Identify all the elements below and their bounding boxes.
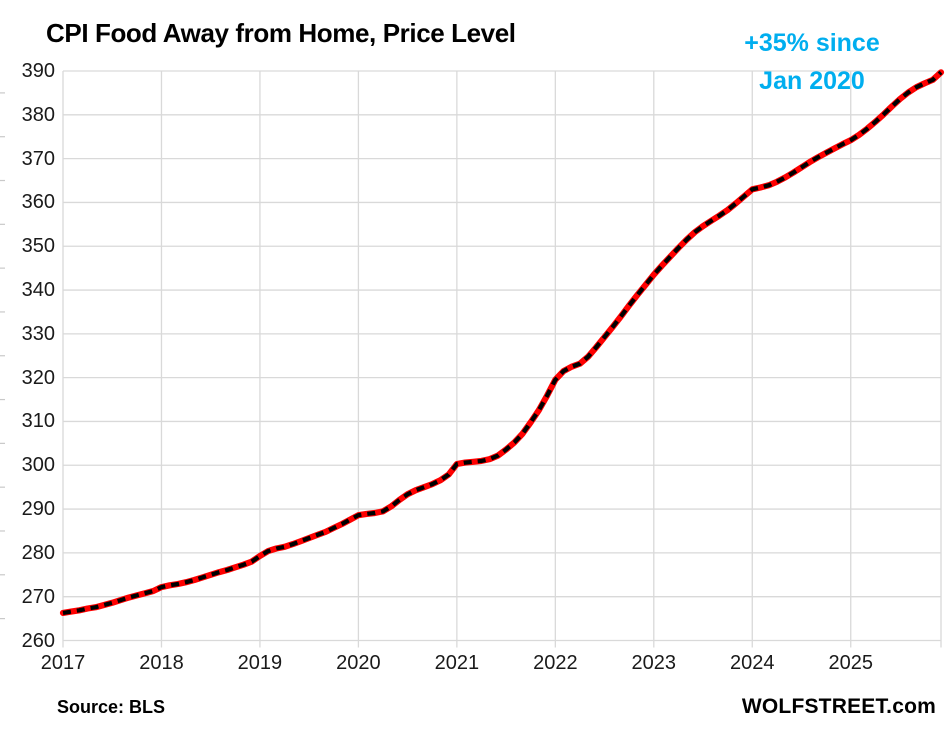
y-axis-label: 380	[21, 103, 55, 126]
y-axis-label: 290	[21, 498, 55, 521]
y-axis-label: 260	[21, 629, 55, 652]
page-title: CPI Food Away from Home, Price Level	[46, 18, 516, 48]
y-axis-label: 390	[21, 60, 55, 82]
cpi-series-line-black-dashes	[62, 70, 943, 615]
x-axis-label: 2019	[237, 652, 283, 674]
y-axis-label: 300	[21, 454, 55, 477]
x-axis-label: 2021	[434, 652, 480, 674]
pct-change-annotation-line2: Jan 2020	[759, 67, 865, 95]
y-axis-label: 280	[21, 541, 55, 564]
x-axis-label: 2018	[139, 652, 184, 674]
x-axis-label: 2022	[533, 652, 578, 674]
x-axis-label: 2017	[40, 652, 86, 674]
y-axis-label: 320	[21, 366, 55, 389]
cpi-series-line-red	[59, 69, 945, 616]
x-axis-label: 2020	[336, 652, 381, 674]
x-axis-label: 2024	[730, 652, 775, 674]
y-axis-label: 330	[21, 322, 55, 345]
y-axis-label: 340	[21, 279, 55, 302]
pct-change-annotation: +35% since Jan 2020	[712, 24, 912, 100]
pct-change-annotation-line1: +35% since	[744, 29, 880, 57]
y-axis-label: 270	[21, 585, 55, 608]
x-axis-label: 2023	[631, 652, 677, 674]
y-axis-label: 310	[21, 410, 55, 433]
x-axis-label: 2025	[828, 652, 873, 674]
y-axis-label: 360	[21, 191, 55, 214]
source-label: Source: BLS	[57, 697, 166, 717]
y-axis-label: 370	[21, 147, 55, 170]
y-axis-label: 350	[21, 235, 55, 258]
brand-label: WOLFSTREET.com	[741, 695, 936, 718]
